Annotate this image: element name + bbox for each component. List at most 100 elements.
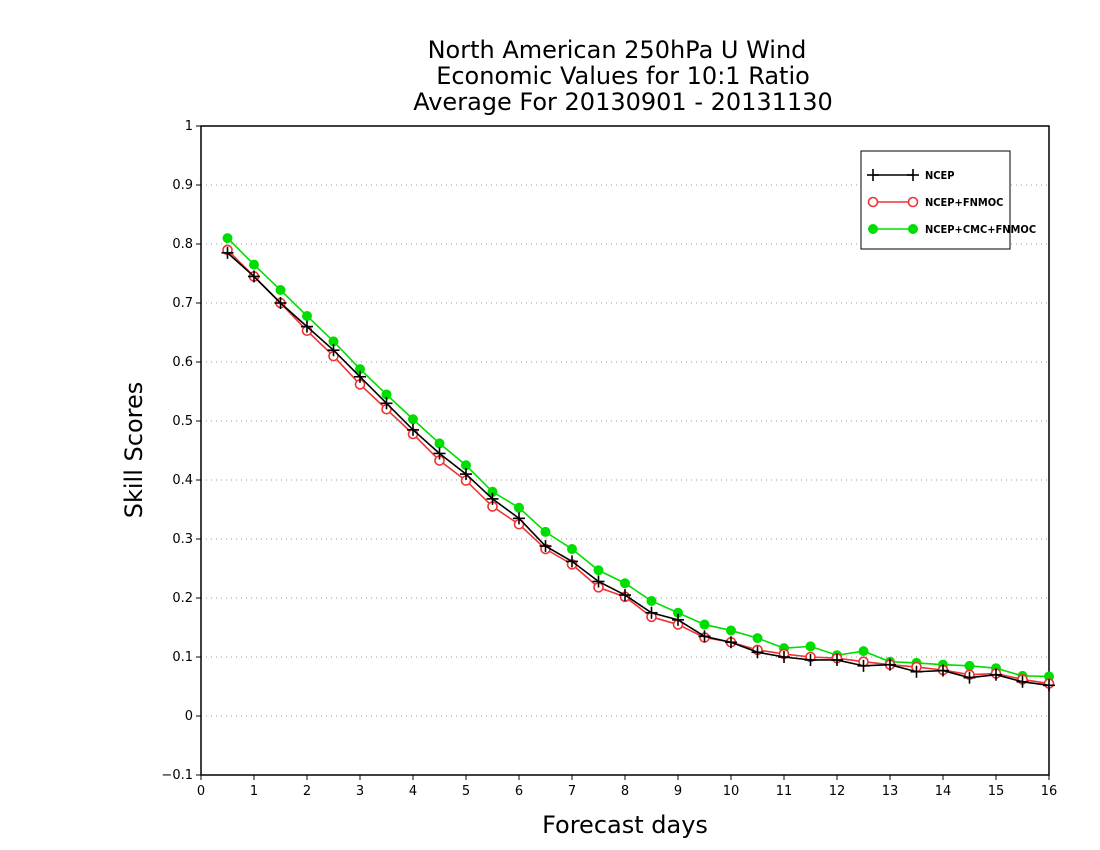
y-tick-label: 0.2 xyxy=(172,591,193,606)
data-point xyxy=(301,320,313,333)
legend-label: NCEP xyxy=(925,169,955,182)
data-point xyxy=(646,595,657,606)
data-point xyxy=(434,438,445,449)
data-point xyxy=(566,555,578,568)
data-point xyxy=(752,633,763,644)
data-point xyxy=(354,370,366,383)
y-tick-label: 0.1 xyxy=(172,650,193,665)
legend-box xyxy=(860,150,1011,250)
legend-marker-left xyxy=(867,169,879,181)
legend-marker-right xyxy=(907,196,919,208)
x-axis-label: Forecast days xyxy=(542,811,708,839)
legend-entry: NCEP+CMC+FNMOC xyxy=(868,223,1036,236)
x-tick-label: 2 xyxy=(303,784,311,799)
series-line xyxy=(226,237,1050,678)
data-point xyxy=(831,653,843,666)
data-point xyxy=(514,502,524,513)
x-tick-label: 10 xyxy=(723,784,740,799)
grid-lines xyxy=(201,184,1049,717)
x-tick-label: 3 xyxy=(356,784,364,799)
data-point xyxy=(804,653,817,666)
x-tick-label: 13 xyxy=(882,784,899,799)
data-point xyxy=(672,613,684,626)
data-point xyxy=(249,259,259,270)
data-point xyxy=(302,310,312,321)
title-line-2: Economic Values for 10:1 Ratio xyxy=(436,62,810,90)
legend-entries: NCEP NCEP+FNMOC NCEP+CMC+FNMOC xyxy=(867,169,1036,236)
y-tick-label: 0.5 xyxy=(172,414,193,429)
data-point xyxy=(433,447,446,460)
legend-marker-left xyxy=(867,196,879,208)
data-point xyxy=(1043,679,1055,692)
x-tick-label: 0 xyxy=(197,784,205,799)
data-point xyxy=(221,246,234,259)
legend-label: NCEP+CMC+FNMOC xyxy=(925,223,1036,236)
series-line xyxy=(226,249,1050,685)
data-point xyxy=(408,414,418,425)
y-tick-label: 0.4 xyxy=(172,473,193,488)
data-point xyxy=(275,285,286,296)
legend: NCEP NCEP+FNMOC NCEP+CMC+FNMOC xyxy=(860,150,1036,250)
data-point xyxy=(539,540,552,553)
data-point xyxy=(486,492,499,505)
y-axis-label: Skill Scores xyxy=(120,382,148,519)
data-point xyxy=(1016,675,1029,688)
chart-title: North American 250hPa U Wind Economic Va… xyxy=(413,36,833,116)
data-point xyxy=(274,297,287,309)
data-point xyxy=(540,526,551,537)
series-line xyxy=(226,252,1050,687)
legend-marker-right xyxy=(908,224,918,234)
data-point xyxy=(725,636,737,649)
data-point xyxy=(937,664,949,677)
data-point xyxy=(698,630,711,643)
x-tick-label: 7 xyxy=(568,784,576,799)
legend-label: NCEP+FNMOC xyxy=(925,196,1003,209)
data-point xyxy=(222,233,233,244)
x-tick-label: 6 xyxy=(515,784,523,799)
data-point xyxy=(751,646,764,659)
data-point xyxy=(513,512,525,525)
data-point xyxy=(884,658,896,671)
data-point xyxy=(778,651,790,663)
series-ncep-fnmoc xyxy=(222,244,1055,689)
data-point xyxy=(407,423,419,436)
data-point xyxy=(327,344,340,357)
data-point xyxy=(858,646,869,657)
title-line-3: Average For 20130901 - 20131130 xyxy=(413,88,833,116)
data-point xyxy=(857,659,870,672)
x-tick-label: 1 xyxy=(250,784,258,799)
data-point xyxy=(699,619,710,630)
x-tick-label: 14 xyxy=(935,784,952,799)
legend-marker-right xyxy=(907,169,919,181)
y-tick-label: 0.9 xyxy=(172,178,193,193)
data-point xyxy=(990,668,1002,681)
legend-marker-left xyxy=(868,224,878,234)
x-tick-label: 12 xyxy=(829,784,846,799)
data-point xyxy=(592,575,605,588)
title-line-1: North American 250hPa U Wind xyxy=(428,36,807,64)
x-tick-label: 8 xyxy=(621,784,629,799)
data-point xyxy=(910,665,923,678)
data-point xyxy=(726,625,736,636)
legend-entry: NCEP xyxy=(867,169,955,182)
data-point xyxy=(964,660,975,671)
x-tick-label: 9 xyxy=(674,784,682,799)
x-tick-label: 5 xyxy=(462,784,470,799)
data-point xyxy=(619,589,631,602)
data-point xyxy=(805,641,816,652)
y-tick-label: 0.8 xyxy=(172,237,193,252)
series-ncep-cmc-fnmoc xyxy=(222,233,1054,682)
x-tick-label: 15 xyxy=(988,784,1005,799)
y-tick-label: −0.1 xyxy=(161,768,193,783)
data-point xyxy=(567,544,577,555)
legend-entry: NCEP+FNMOC xyxy=(867,196,1003,209)
data-point xyxy=(593,565,604,576)
series-ncep xyxy=(221,246,1055,692)
y-tick-label: 0.3 xyxy=(172,532,193,547)
series-lines xyxy=(221,233,1055,692)
x-tick-label: 16 xyxy=(1041,784,1058,799)
y-tick-label: 0.6 xyxy=(172,355,193,370)
data-point xyxy=(963,671,976,684)
y-tick-label: 0.7 xyxy=(172,296,193,311)
